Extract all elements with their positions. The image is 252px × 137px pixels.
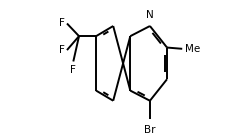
Text: Me: Me: [184, 44, 199, 54]
Text: N: N: [145, 10, 153, 20]
Text: F: F: [70, 65, 76, 75]
Text: F: F: [59, 45, 65, 55]
Text: F: F: [59, 18, 65, 28]
Text: Br: Br: [144, 125, 155, 135]
